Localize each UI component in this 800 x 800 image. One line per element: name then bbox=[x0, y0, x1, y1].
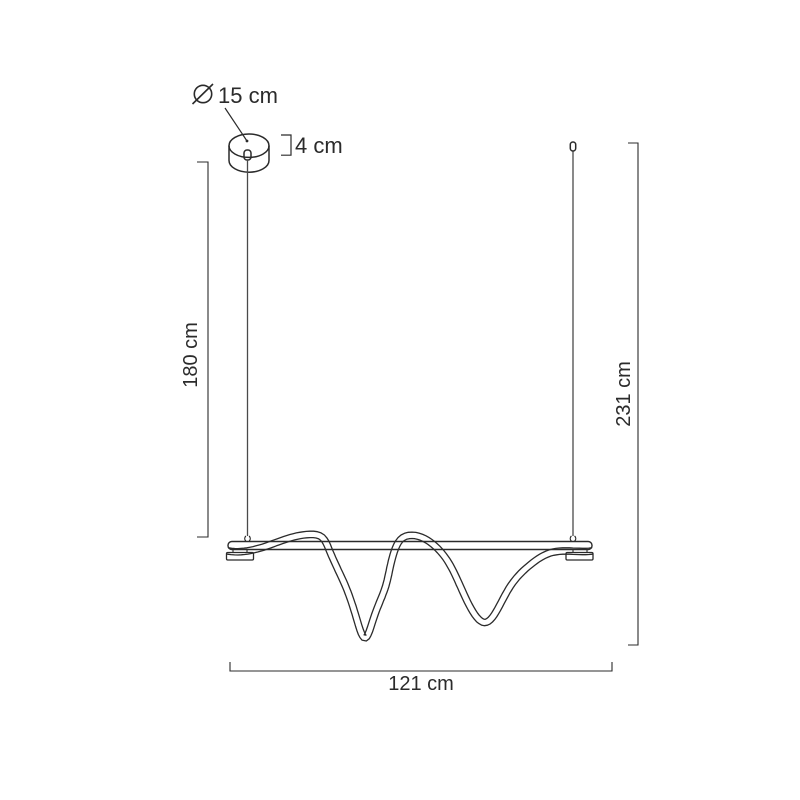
svg-text:121 cm: 121 cm bbox=[388, 673, 454, 695]
svg-text:231 cm: 231 cm bbox=[613, 361, 635, 427]
svg-text:15 cm: 15 cm bbox=[218, 83, 278, 108]
svg-text:4 cm: 4 cm bbox=[295, 133, 343, 158]
svg-text:180 cm: 180 cm bbox=[180, 322, 202, 388]
